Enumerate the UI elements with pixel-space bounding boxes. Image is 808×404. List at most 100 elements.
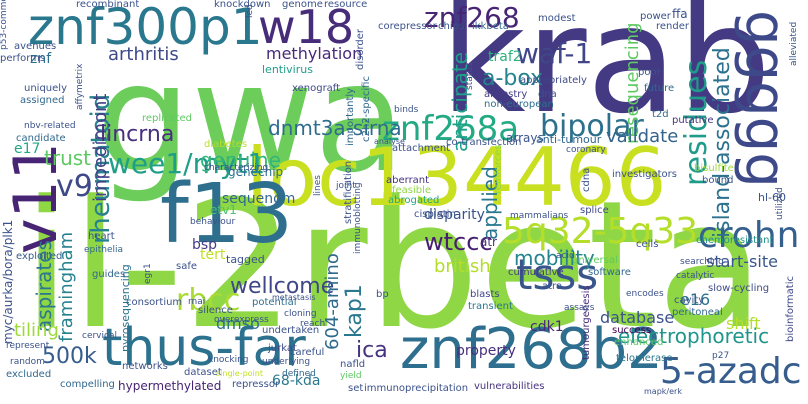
word-start-site: start-site bbox=[706, 252, 778, 271]
word-e16: e16 bbox=[680, 290, 711, 309]
word-kap1: kap1 bbox=[342, 284, 367, 338]
word-telomerase: telomerase bbox=[616, 353, 673, 364]
word-lines: lines bbox=[313, 175, 323, 196]
word-ffa: ffa bbox=[672, 7, 688, 21]
word-dnmt3a-sirna: dnmt3a-sirna bbox=[268, 116, 402, 140]
word-disorder: disorder bbox=[355, 28, 366, 70]
word-poor: poor bbox=[638, 67, 661, 78]
word-slow-cycling: slow-cycling bbox=[708, 283, 770, 294]
word-british: british bbox=[434, 256, 491, 277]
word-impedimont: impedimont bbox=[90, 93, 111, 202]
word-wee1-myt1: wee1/myt1 bbox=[108, 147, 266, 180]
word-znf300p1: znf300p1 bbox=[28, 0, 263, 56]
word-arrays: arrays bbox=[506, 131, 544, 145]
word-metastasis: metastasis bbox=[272, 293, 316, 302]
word-f13: f13 bbox=[160, 167, 294, 262]
word-future: future bbox=[644, 83, 675, 94]
word-znf268b2: znf268b2 bbox=[400, 317, 663, 382]
word-avenues: avenues bbox=[14, 41, 57, 52]
word-jurkat: jurkat bbox=[268, 343, 297, 354]
word-yield: yield bbox=[340, 371, 362, 381]
word-trust: trust bbox=[44, 146, 92, 170]
word-repressor: repressor bbox=[232, 379, 280, 390]
word-znf268a: znf268a bbox=[382, 109, 520, 149]
word-thus-far: thus-far bbox=[102, 318, 306, 378]
word-framingham: framingham bbox=[56, 231, 77, 342]
word-reach: reach bbox=[300, 319, 326, 329]
word-mapk-erk: mapk/erk bbox=[644, 387, 682, 396]
word-dataset: dataset bbox=[184, 367, 222, 378]
word-investigators: investigators bbox=[612, 169, 677, 180]
word-recombinant: recombinant bbox=[76, 0, 140, 10]
word-bipolar: bipolar bbox=[540, 109, 644, 144]
word-peritoneal: peritoneal bbox=[672, 307, 723, 318]
word-island-associated: island-associated bbox=[710, 47, 735, 238]
word-acid: acid bbox=[556, 251, 575, 261]
word-assays: assays bbox=[564, 303, 595, 313]
word-careful: careful bbox=[290, 347, 325, 358]
word-anti-tumour: anti-tumour bbox=[536, 133, 602, 146]
word-genome: genome bbox=[282, 0, 323, 10]
word-abrogated: abrogated bbox=[388, 195, 440, 206]
word-represent: represent bbox=[6, 341, 50, 351]
word-cdk1: cdk1 bbox=[530, 319, 564, 335]
word-ica: ica bbox=[356, 338, 388, 363]
word-joint: joint bbox=[336, 181, 356, 191]
word-nafld: nafld bbox=[340, 359, 366, 370]
word-disparity: disparity bbox=[424, 207, 485, 223]
word-a-box: a-box bbox=[482, 66, 544, 91]
word-undertaken: undertaken bbox=[262, 325, 320, 336]
word-cdna: cdna bbox=[581, 167, 592, 192]
word-behaviour: behaviour bbox=[190, 217, 236, 227]
word-bioinformatic: bioinformatic bbox=[785, 275, 796, 342]
word-led: led bbox=[245, 4, 255, 18]
word-mammalians: mammalians bbox=[510, 211, 569, 221]
word-c2h2-specific: c2h2-specific bbox=[361, 76, 372, 142]
word-characterizing: characterizing bbox=[204, 163, 269, 173]
word-wtccc: wtccc bbox=[424, 228, 493, 256]
word-single-point: single-point bbox=[216, 369, 263, 378]
word-uniquely: uniquely bbox=[24, 83, 67, 94]
word-p53-common: p53-common bbox=[0, 0, 9, 50]
word-bound: bound bbox=[702, 175, 734, 186]
word-putative: putative bbox=[672, 115, 714, 126]
word-exploited: exploited bbox=[16, 251, 63, 262]
word-crohn: crohn bbox=[698, 215, 800, 256]
word-affymetrix: affymetrix bbox=[75, 63, 85, 110]
word-vulnerabilities: vulnerabilities bbox=[474, 381, 545, 392]
word-heart: heart bbox=[88, 231, 115, 242]
word-defined: defined bbox=[282, 369, 316, 379]
word-utilized: utilized bbox=[775, 187, 785, 220]
word-atr: atr bbox=[480, 235, 497, 249]
word-performs: performs bbox=[0, 53, 46, 64]
word-chemoresistant: chemoresistant bbox=[696, 235, 774, 246]
word-il-2rbeta: il-2rbeta bbox=[22, 163, 765, 368]
word-enhanced: enhanced bbox=[614, 337, 664, 348]
word-validate: validate bbox=[606, 126, 679, 147]
word-binds: binds bbox=[394, 105, 419, 115]
word-bp: bp bbox=[376, 289, 389, 300]
word-compelling: compelling bbox=[60, 379, 115, 390]
word-overexpress: overexpress bbox=[214, 315, 269, 325]
word-replicated: replicated bbox=[142, 113, 192, 124]
word-coronary: coronary bbox=[566, 145, 606, 155]
word-cavity: cavity bbox=[674, 295, 705, 306]
word-non-european: non-european bbox=[484, 99, 554, 110]
word-diabetes: diabetes bbox=[204, 139, 248, 150]
word-underlying: underlying bbox=[262, 357, 311, 367]
word-rnai: rnai bbox=[188, 297, 206, 307]
word-networks: networks bbox=[122, 361, 168, 372]
word-importantly: importantly bbox=[345, 87, 356, 146]
word-tert: tert bbox=[200, 247, 226, 263]
word-gwa: gwa bbox=[96, 32, 406, 206]
word-etv1: etv1 bbox=[210, 203, 237, 217]
word-dna: dna bbox=[538, 89, 557, 100]
word-splice: splice bbox=[580, 205, 609, 216]
word-myc-aurka-bora-plk1: myc/aurka/bora/plk1 bbox=[1, 219, 15, 344]
word-sequenom: sequenom bbox=[222, 191, 296, 207]
word-encodes: encodes bbox=[626, 289, 664, 299]
word-tsss: tsss bbox=[516, 250, 599, 299]
word-ggggg: ggggg bbox=[732, 10, 797, 188]
word-analyse: analyse bbox=[374, 137, 405, 146]
word-t2d: t2d bbox=[652, 109, 669, 120]
